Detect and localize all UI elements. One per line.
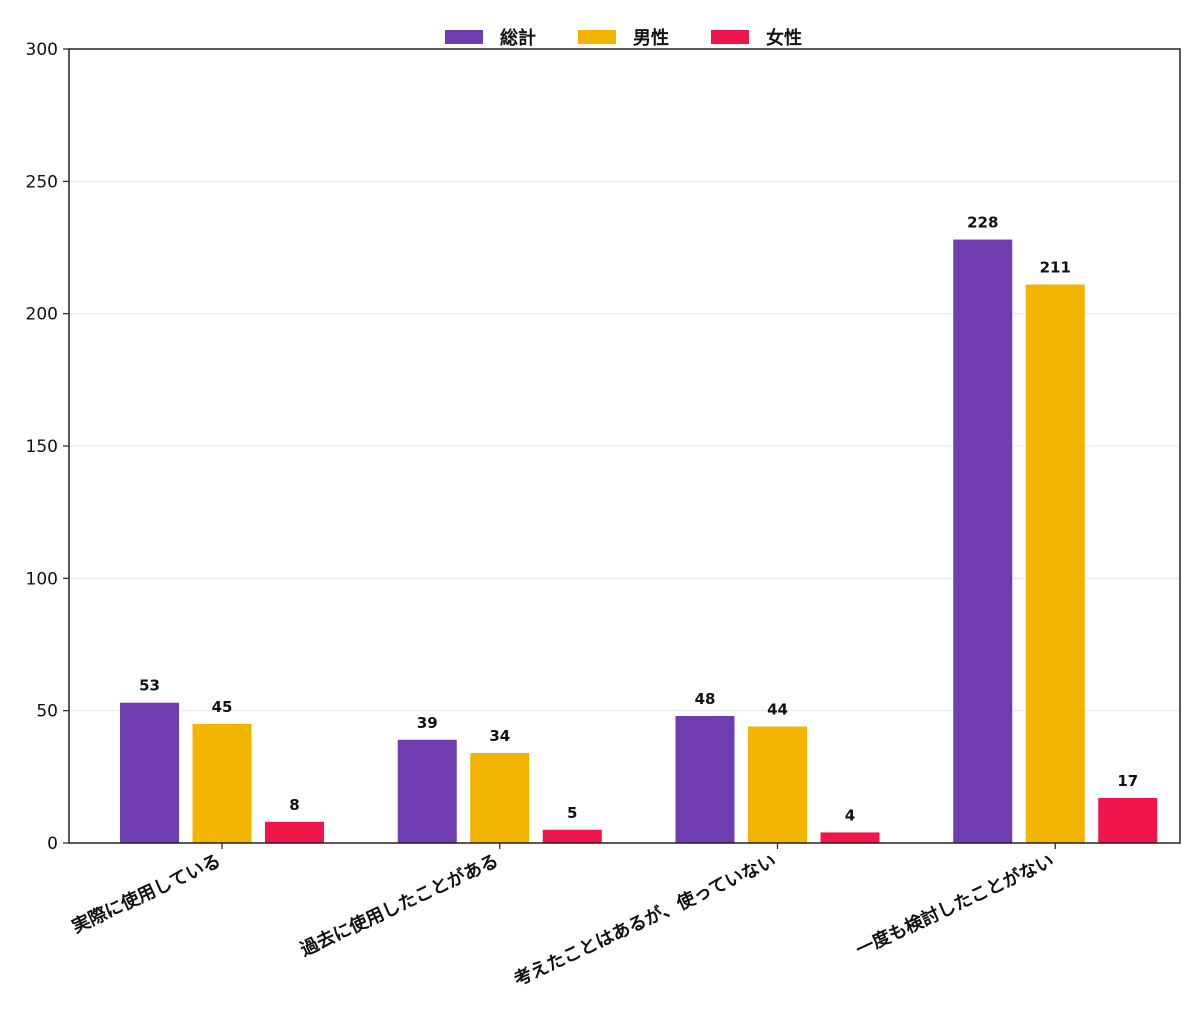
bar[interactable] [1098, 798, 1158, 843]
legend-swatch [711, 30, 749, 44]
bar-value-label: 45 [212, 698, 233, 716]
bar-value-label: 17 [1117, 772, 1138, 790]
legend-swatch [578, 30, 616, 44]
legend-label: 男性 [633, 27, 669, 49]
bar[interactable] [542, 829, 602, 843]
bar[interactable] [675, 715, 735, 843]
x-tick-label: 考えたことはあるが、使っていない [510, 850, 779, 991]
y-axis: 0 50 100 150 200 250 300 [26, 40, 69, 854]
bar[interactable] [470, 753, 530, 843]
bar-value-label: 44 [767, 701, 788, 719]
bar[interactable] [120, 702, 179, 843]
bar-value-label: 211 [1040, 259, 1071, 277]
bar-value-label: 4 [845, 806, 855, 824]
bar-value-label: 5 [567, 804, 577, 822]
bar-value-label: 8 [289, 796, 299, 814]
bar[interactable] [1025, 284, 1085, 843]
bar[interactable] [265, 821, 324, 843]
bar-value-label: 228 [967, 214, 998, 232]
y-tick-label: 50 [36, 702, 58, 722]
y-tick-label: 200 [26, 305, 58, 325]
x-tick-label: 一度も検討したことがない [852, 850, 1057, 961]
legend-label: 総計 [500, 27, 536, 49]
bar[interactable] [192, 723, 252, 843]
y-tick-label: 100 [26, 569, 58, 589]
bar-value-label: 34 [489, 727, 510, 745]
grid-lines [69, 180, 1180, 712]
legend-swatch [445, 30, 483, 44]
legend-item[interactable]: 女性 [711, 27, 802, 49]
bar-value-label: 39 [417, 714, 438, 732]
bar[interactable] [953, 239, 1013, 843]
bars [120, 239, 1158, 843]
y-tick-label: 150 [26, 437, 58, 457]
bar[interactable] [748, 726, 807, 843]
legend[interactable]: 総計 男性 女性 [445, 27, 802, 49]
y-tick-label: 0 [47, 834, 58, 854]
legend-label: 女性 [766, 27, 802, 49]
legend-item[interactable]: 総計 [445, 27, 536, 49]
bar-value-label: 48 [695, 690, 716, 708]
y-tick-label: 300 [26, 40, 58, 60]
x-tick-label: 過去に使用したことがある [297, 850, 502, 961]
y-tick-label: 250 [26, 172, 58, 192]
bar-value-label: 53 [139, 677, 160, 695]
bar[interactable] [397, 739, 457, 843]
x-axis: 実際に使用している 過去に使用したことがある 考えたことはあるが、使っていない 一度も… [68, 843, 1057, 991]
bar[interactable] [820, 832, 880, 843]
x-tick-label: 実際に使用している [68, 850, 224, 938]
legend-item[interactable]: 男性 [578, 27, 669, 49]
